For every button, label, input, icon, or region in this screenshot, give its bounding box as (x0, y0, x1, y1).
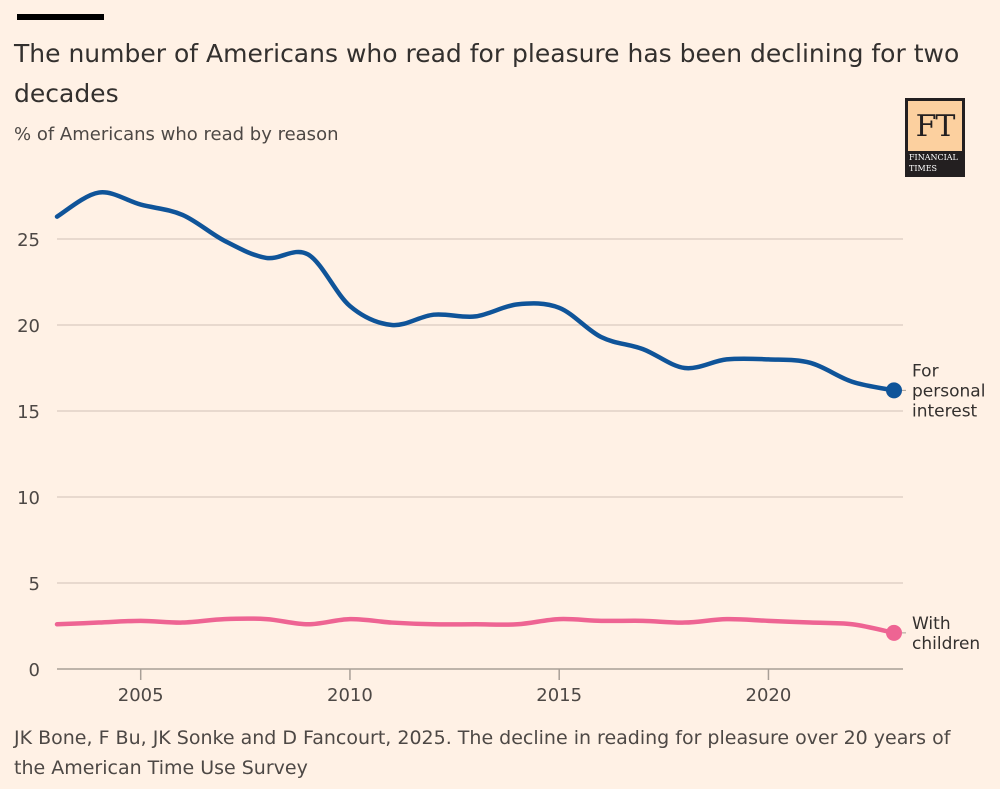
series-label-for-personal-interest: For (912, 361, 939, 381)
series-lines (54, 190, 906, 641)
series-label-with-children: children (912, 634, 980, 654)
end-marker-with-children (886, 624, 902, 641)
y-tick-label: 5 (29, 574, 40, 595)
y-tick-label: 10 (17, 488, 40, 509)
chart-title: The number of Americans who read for ple… (14, 39, 960, 108)
x-tick-label: 2020 (746, 685, 792, 706)
series-label-for-personal-interest: personal (912, 381, 985, 401)
ft-logo-mark: FT (908, 101, 962, 151)
x-axis: 2005 2010 2015 2020 (118, 669, 792, 706)
gridlines (57, 238, 903, 670)
line-chart: 0 5 10 15 20 25 2005 2010 2015 2020 Forpersonali… (17, 190, 985, 706)
ft-logo: FT FINANCIAL TIMES (905, 98, 965, 177)
series-label-for-personal-interest: interest (912, 401, 978, 421)
series-line-with-children (54, 616, 897, 636)
y-tick-label: 25 (17, 230, 40, 251)
y-tick-label: 0 (29, 660, 40, 681)
ft-logo-line2: TIMES (909, 164, 938, 173)
y-axis-ticks: 0 5 10 15 20 25 (17, 230, 40, 681)
y-tick-label: 20 (17, 316, 40, 337)
ft-logo-line1: FINANCIAL (909, 153, 958, 162)
ft-top-rule (17, 14, 104, 20)
chart-subtitle: % of Americans who read by reason (14, 124, 339, 145)
series-label-with-children: With (912, 614, 951, 634)
x-tick-label: 2015 (536, 685, 582, 706)
y-tick-label: 15 (17, 402, 40, 423)
series-line-for-personal-interest (54, 190, 897, 393)
end-marker-for-personal-interest (886, 382, 902, 399)
x-tick-label: 2005 (118, 685, 164, 706)
source-note: JK Bone, F Bu, JK Sonke and D Fancourt, … (14, 727, 951, 779)
x-tick-label: 2010 (327, 685, 373, 706)
